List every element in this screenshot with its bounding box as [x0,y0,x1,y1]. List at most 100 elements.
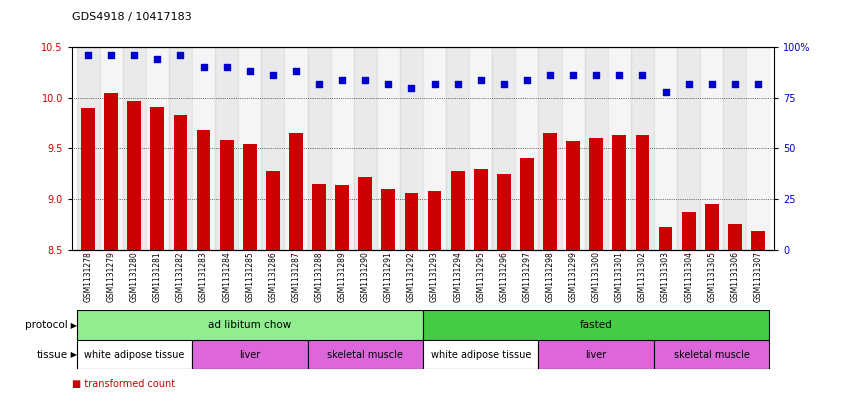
Bar [331,47,354,250]
Bar [266,171,280,250]
Bar [470,47,492,250]
Text: white adipose tissue: white adipose tissue [84,350,184,360]
Point [751,81,765,87]
Bar [335,185,349,250]
Bar [220,140,233,250]
Bar [751,231,765,250]
Bar [173,115,188,250]
Bar [566,141,580,250]
Point [266,72,280,79]
Bar [239,47,261,250]
Bar [123,47,146,250]
Point [543,72,557,79]
Bar [585,47,607,250]
Bar [215,47,239,250]
Bar [104,93,118,250]
Point [197,64,211,71]
Point [497,81,511,87]
Text: white adipose tissue: white adipose tissue [431,350,531,360]
Bar [261,47,284,250]
Bar [723,47,746,250]
Bar [423,47,446,250]
Text: protocol: protocol [25,320,68,330]
Bar [562,47,585,250]
Bar [520,158,534,250]
Bar [400,47,423,250]
Point [289,68,303,75]
Bar [100,47,123,250]
Bar [312,184,326,250]
Bar [81,108,95,250]
Bar [543,133,557,250]
Bar [76,310,423,340]
Bar [359,177,372,250]
Point [173,52,187,59]
Point [451,81,464,87]
Text: ▶: ▶ [68,321,77,330]
Bar [746,47,770,250]
Text: skeletal muscle: skeletal muscle [327,350,404,360]
Point [474,76,487,83]
Point [566,72,580,79]
Bar [515,47,539,250]
Bar [376,47,400,250]
Bar [451,171,464,250]
Point [220,64,233,71]
Bar [539,47,562,250]
Point [659,88,673,95]
Bar [307,47,331,250]
Point [635,72,649,79]
Bar [284,47,307,250]
Text: ■ transformed count: ■ transformed count [72,379,175,389]
Text: ▶: ▶ [68,350,77,359]
Bar [76,47,100,250]
Bar [700,47,723,250]
Bar [654,340,770,369]
Bar [635,135,650,250]
Bar [677,47,700,250]
Bar [427,191,442,250]
Bar [539,340,654,369]
Point [613,72,626,79]
Point [428,81,442,87]
Point [520,76,534,83]
Bar [423,310,770,340]
Text: tissue: tissue [36,350,68,360]
Bar [658,227,673,250]
Bar [289,133,303,250]
Bar [423,340,539,369]
Bar [492,47,515,250]
Bar [613,135,626,250]
Point [312,81,326,87]
Bar [631,47,654,250]
Bar [446,47,470,250]
Text: liver: liver [585,350,607,360]
Bar [151,107,164,250]
Bar [196,130,211,250]
Bar [192,47,215,250]
Point [404,84,418,91]
Bar [354,47,376,250]
Point [243,68,256,75]
Bar [590,138,603,250]
Point [682,81,695,87]
Bar [146,47,169,250]
Text: liver: liver [239,350,261,360]
Bar [682,212,695,250]
Point [128,52,141,59]
Bar [497,174,511,250]
Point [705,81,718,87]
Bar [654,47,677,250]
Bar [728,224,742,250]
Bar [382,189,395,250]
Text: fasted: fasted [580,320,613,330]
Point [151,56,164,62]
Bar [76,340,192,369]
Point [335,76,349,83]
Point [81,52,95,59]
Point [359,76,372,83]
Bar [705,204,718,250]
Point [104,52,118,59]
Point [728,81,742,87]
Bar [169,47,192,250]
